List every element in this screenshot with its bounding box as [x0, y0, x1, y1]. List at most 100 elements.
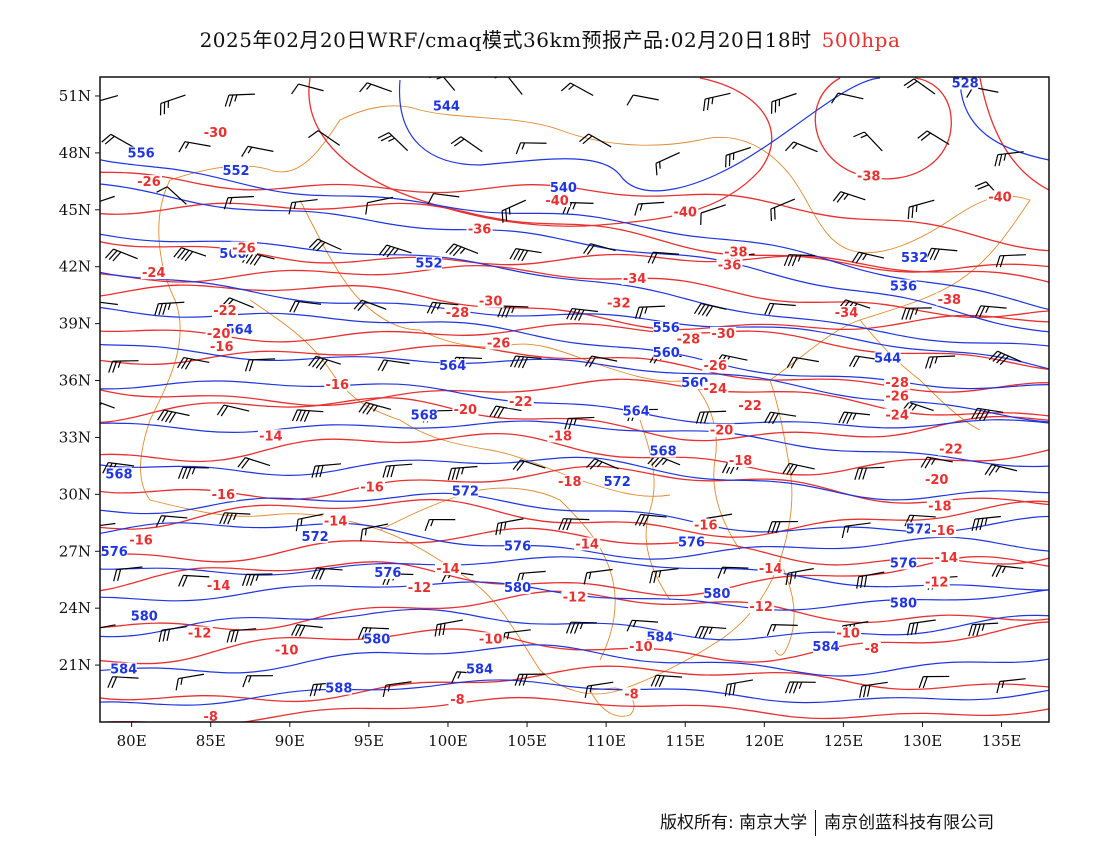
border-line: [639, 419, 671, 601]
contour-label: -18: [928, 500, 952, 515]
contour-label-bg: [884, 376, 911, 390]
wind-barb: [512, 459, 546, 472]
contour-label: -14: [207, 579, 231, 594]
contour-label: 556: [128, 147, 155, 162]
contour-label: -14: [934, 551, 958, 566]
contour-label-bg: [930, 524, 957, 538]
contour-label-bg: [702, 359, 729, 373]
wind-barb: [579, 133, 612, 148]
wind-barb: [100, 301, 118, 306]
lon-tick-label: 90E: [275, 732, 305, 750]
wind-barb: [558, 518, 590, 531]
contour-label-bg: [477, 632, 504, 646]
contour-label: -20: [925, 473, 949, 488]
latitude-axis: 51N 48N 45N 42N 39N 36N 33N 30N 27N 24N 21N: [59, 87, 100, 674]
wind-barb: [104, 248, 138, 262]
contour-label: 552: [415, 257, 442, 272]
contour-label: 572: [302, 530, 329, 545]
height-contour-line: [100, 183, 1049, 333]
lon-tick-label: 115E: [665, 732, 705, 750]
contour-label: -16: [212, 488, 236, 503]
wind-barb: [377, 132, 409, 152]
contour-label: -10: [629, 640, 653, 655]
contour-label: -20: [207, 327, 231, 342]
contour-label-bg: [504, 539, 531, 553]
contour-label: -16: [694, 519, 718, 534]
contour-label: -30: [711, 327, 735, 342]
wind-barb: [100, 522, 116, 527]
contour-label: -22: [509, 395, 533, 410]
wind-barb: [764, 411, 797, 425]
contour-label-bg: [550, 180, 577, 194]
contour-label-bg: [202, 125, 229, 139]
wind-barb: [634, 201, 665, 216]
wind-barb: [784, 141, 818, 153]
wind-barb: [694, 625, 727, 639]
wind-barb: [159, 94, 186, 116]
lat-tick-label: 51N: [59, 87, 91, 105]
wind-barb: [906, 619, 936, 636]
wind-barb: [514, 673, 546, 686]
contour-label: -12: [408, 581, 432, 596]
contour-label-bg: [926, 499, 953, 513]
wind-barb: [971, 407, 1004, 421]
contour-label-bg: [452, 402, 479, 416]
wind-barb: [175, 673, 205, 691]
wind-barb: [764, 302, 796, 315]
contour-label-bg: [716, 258, 743, 272]
contour-label: 584: [812, 640, 839, 655]
temperature-contour-line: [100, 555, 1049, 597]
wind-barb: [223, 195, 254, 210]
contour-label-bg: [692, 518, 719, 532]
title-level: 500hpa: [821, 28, 901, 52]
wind-barb: [784, 681, 816, 694]
wind-barb: [851, 251, 885, 264]
wind-barb: [241, 573, 273, 586]
height-contour-line: [100, 271, 1049, 370]
wind-barb: [289, 300, 322, 313]
contour-label-bg: [855, 169, 882, 183]
contour-label-bg: [678, 535, 705, 549]
height-contour-line: [100, 159, 1049, 311]
wind-barb: [158, 625, 188, 643]
lon-tick-label: 125E: [824, 732, 864, 750]
contour-label-bg: [439, 359, 466, 373]
contour-label-bg: [812, 639, 839, 653]
contour-label-bg: [710, 326, 737, 340]
wind-barb: [918, 675, 950, 689]
contour-label: 572: [452, 484, 479, 499]
contour-label-bg: [131, 609, 158, 623]
wind-barb: [291, 83, 324, 95]
contour-label: -12: [749, 600, 773, 615]
wind-barb: [626, 94, 659, 106]
wind-barb: [901, 307, 932, 320]
wind-barb: [501, 199, 527, 223]
contour-label: -30: [479, 295, 503, 310]
contour-label-bg: [923, 575, 950, 589]
contour-label-bg: [544, 194, 571, 208]
wind-barb: [584, 355, 618, 368]
wind-barb: [242, 675, 273, 688]
border-line: [469, 579, 721, 695]
contour-label-bg: [452, 484, 479, 498]
contour-label: -18: [558, 475, 582, 490]
contour-label: -40: [673, 205, 697, 220]
contour-label-bg: [406, 581, 433, 595]
wind-barb: [783, 254, 815, 267]
contour-label: 560: [681, 376, 708, 391]
wind-barb: [626, 619, 659, 632]
contour-label-bg: [627, 639, 654, 653]
wind-barb: [311, 463, 342, 478]
height-contour-line: [100, 644, 1049, 677]
wind-barb: [241, 145, 274, 157]
contour-label: -10: [275, 644, 299, 659]
wind-barb: [717, 566, 749, 579]
wind-barb: [377, 359, 410, 372]
longitude-axis: 80E 85E 90E 95E 100E 105E 110E 115E 120E 125E 130E…: [117, 722, 1021, 750]
temperature-contour-line: [100, 202, 1049, 273]
wind-barb: [650, 674, 683, 688]
contour-label: -28: [677, 333, 701, 348]
wind-barb: [378, 244, 412, 258]
contour-label-bg: [411, 408, 438, 422]
wind-barb: [984, 464, 1018, 476]
